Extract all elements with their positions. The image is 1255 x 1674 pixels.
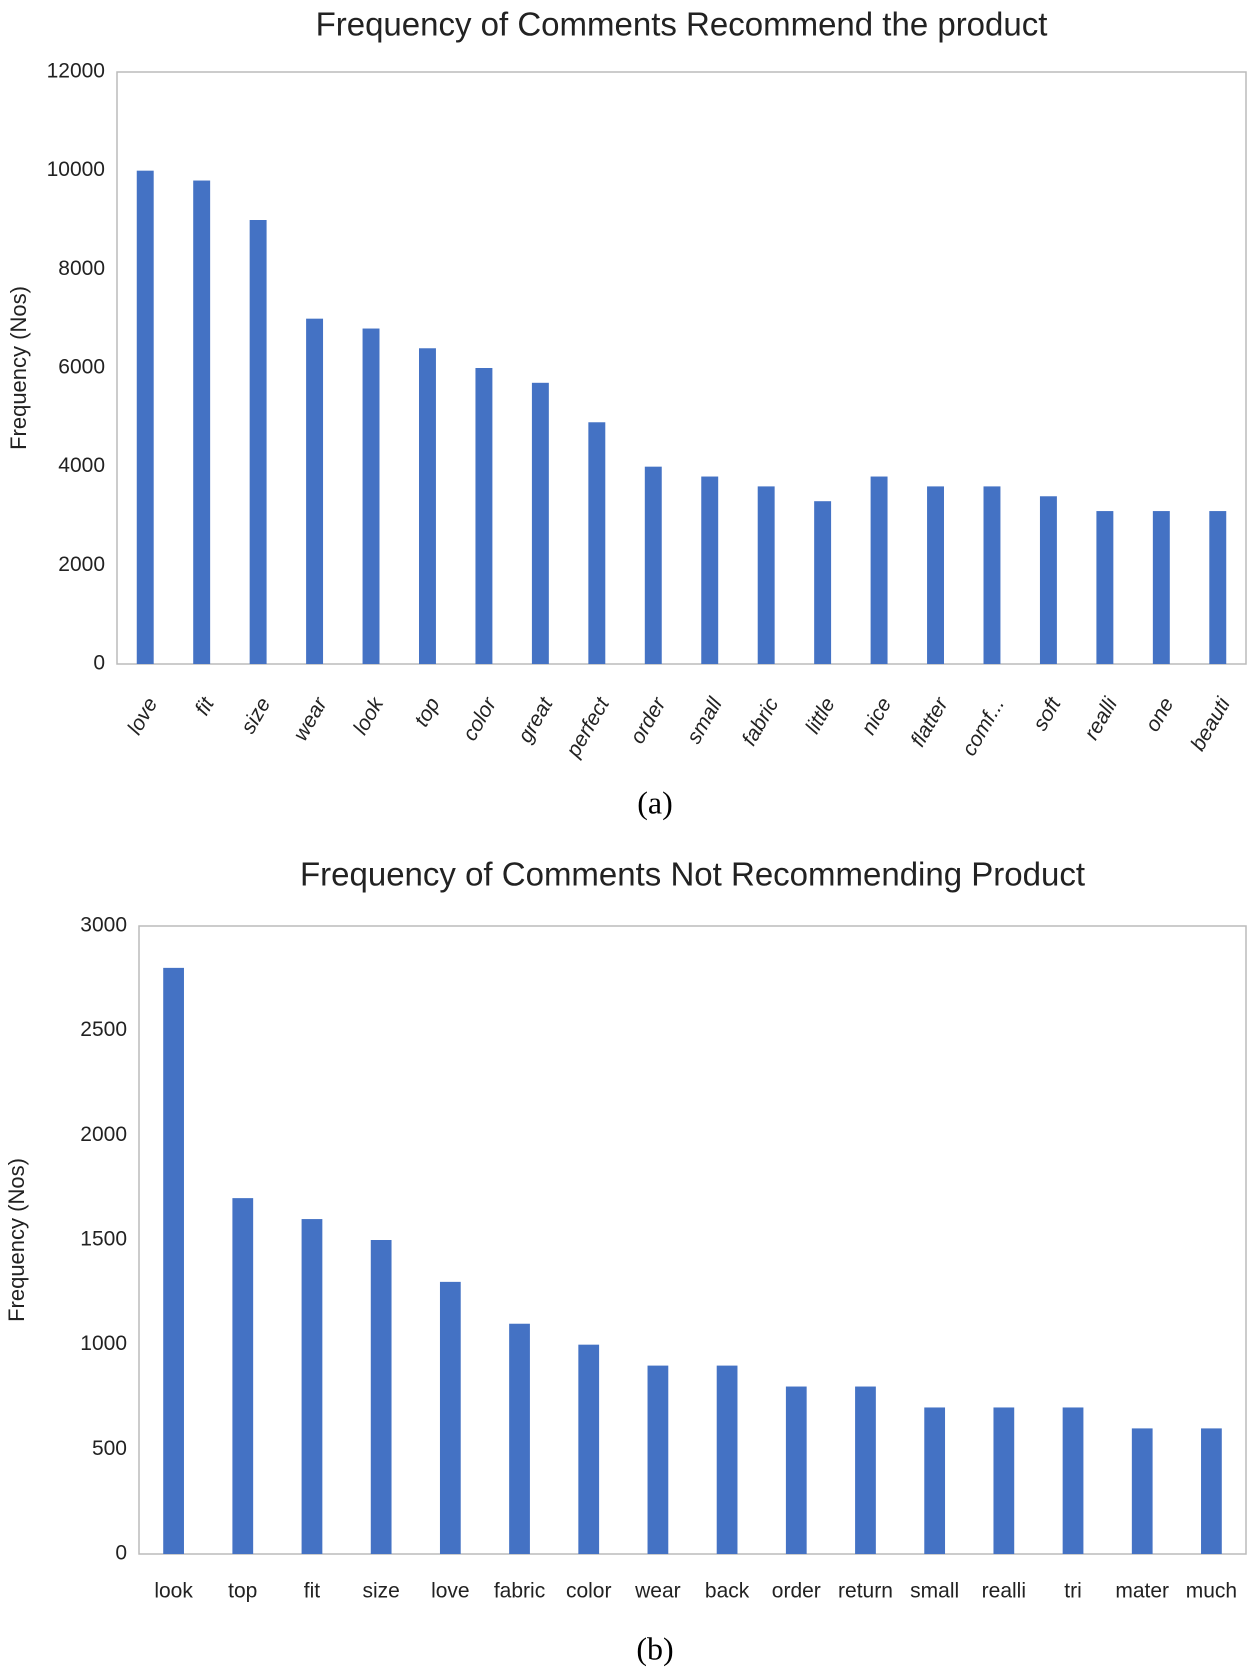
- y-tick-label: 0: [93, 652, 105, 675]
- bar: [362, 328, 380, 664]
- bar: [1209, 511, 1227, 664]
- bar: [647, 1365, 669, 1554]
- y-tick-label: 1500: [80, 1228, 127, 1251]
- caption: (a): [637, 784, 673, 820]
- bar: [1096, 511, 1114, 664]
- bar: [370, 1240, 392, 1554]
- x-tick-label: love: [431, 1580, 470, 1603]
- bar: [163, 967, 184, 1554]
- bar: [814, 501, 832, 664]
- x-tick-label: size: [237, 694, 276, 738]
- bar: [1131, 1428, 1153, 1554]
- y-tick-label: 12000: [47, 60, 105, 83]
- bar: [578, 1344, 600, 1554]
- y-tick-label: 6000: [58, 356, 105, 379]
- x-tick-label: fabric: [494, 1580, 545, 1603]
- x-tick-label: great: [514, 693, 558, 747]
- x-tick-label: realli: [982, 1580, 1026, 1603]
- bar: [785, 1386, 807, 1554]
- x-tick-label: nice: [857, 694, 896, 739]
- bar: [1062, 1407, 1084, 1554]
- bar: [439, 1281, 461, 1554]
- bar: [588, 422, 606, 664]
- chart-title: Frequency of Comments Not Recommending P…: [300, 856, 1085, 893]
- bar: [301, 1219, 323, 1554]
- x-tick-label: perfect: [561, 693, 614, 762]
- x-tick-label: top: [228, 1580, 257, 1603]
- bar: [644, 466, 662, 664]
- x-tick-label: one: [1141, 694, 1178, 736]
- x-tick-label: fit: [191, 693, 220, 720]
- x-tick-label: soft: [1029, 693, 1066, 735]
- y-tick-label: 10000: [47, 158, 105, 181]
- y-tick-label: 1000: [80, 1332, 127, 1355]
- x-tick-label: flatter: [906, 693, 953, 751]
- x-tick-label: color: [458, 693, 501, 745]
- x-tick-label: wear: [289, 693, 332, 745]
- bar: [870, 476, 888, 664]
- x-tick-label: small: [682, 693, 727, 748]
- x-tick-label: wear: [634, 1580, 681, 1603]
- bar: [855, 1386, 876, 1554]
- x-tick-label: beauti: [1186, 693, 1235, 755]
- bar: [249, 220, 267, 664]
- bar: [701, 476, 719, 664]
- plot-frame: [138, 925, 1247, 1555]
- y-tick-label: 4000: [58, 454, 105, 477]
- bar: [136, 170, 154, 664]
- y-tick-label: 8000: [58, 257, 105, 280]
- bar: [509, 1323, 530, 1554]
- bar: [1201, 1428, 1222, 1554]
- x-tick-label: look: [349, 692, 389, 738]
- x-tick-label: return: [838, 1580, 893, 1603]
- y-tick-label: 500: [92, 1437, 127, 1460]
- x-tick-label: little: [801, 694, 840, 738]
- x-tick-label: order: [772, 1580, 821, 1603]
- plot-frame: [116, 71, 1247, 665]
- bar: [419, 348, 436, 664]
- bar: [193, 180, 211, 665]
- y-tick-label: 2000: [58, 553, 105, 576]
- y-tick-label: 2500: [80, 1018, 127, 1041]
- y-tick-label: 0: [115, 1542, 127, 1565]
- y-tick-label: 2000: [80, 1123, 127, 1146]
- x-tick-label: comf...: [958, 694, 1009, 760]
- y-axis-label: Frequency (Nos): [6, 286, 31, 450]
- bar: [1039, 496, 1057, 664]
- bar: [757, 486, 775, 664]
- x-tick-label: much: [1186, 1580, 1237, 1603]
- x-tick-label: look: [154, 1580, 193, 1603]
- x-tick-label: fabric: [738, 693, 784, 749]
- x-tick-label: top: [410, 694, 445, 731]
- x-tick-label: back: [705, 1580, 750, 1603]
- x-tick-label: order: [626, 693, 671, 748]
- bar: [983, 486, 1001, 664]
- x-tick-label: fit: [304, 1580, 321, 1603]
- bar: [475, 368, 493, 664]
- chart-title: Frequency of Comments Recommend the prod…: [316, 6, 1048, 43]
- bar: [531, 382, 549, 664]
- y-axis-label: Frequency (Nos): [4, 1158, 29, 1322]
- x-tick-label: realli: [1080, 693, 1123, 744]
- x-tick-label: color: [566, 1580, 612, 1603]
- bar: [1152, 511, 1170, 664]
- x-tick-label: mater: [1115, 1580, 1169, 1603]
- x-tick-label: size: [362, 1580, 399, 1603]
- bar: [927, 486, 944, 664]
- bar: [716, 1365, 738, 1554]
- bar: [924, 1407, 946, 1554]
- x-tick-label: tri: [1064, 1580, 1082, 1603]
- bar: [993, 1407, 1015, 1554]
- y-tick-label: 3000: [80, 914, 127, 937]
- bar: [306, 318, 324, 664]
- caption: (b): [636, 1630, 673, 1666]
- x-tick-label: small: [910, 1580, 959, 1603]
- x-tick-label: love: [123, 694, 162, 739]
- bar: [232, 1198, 254, 1554]
